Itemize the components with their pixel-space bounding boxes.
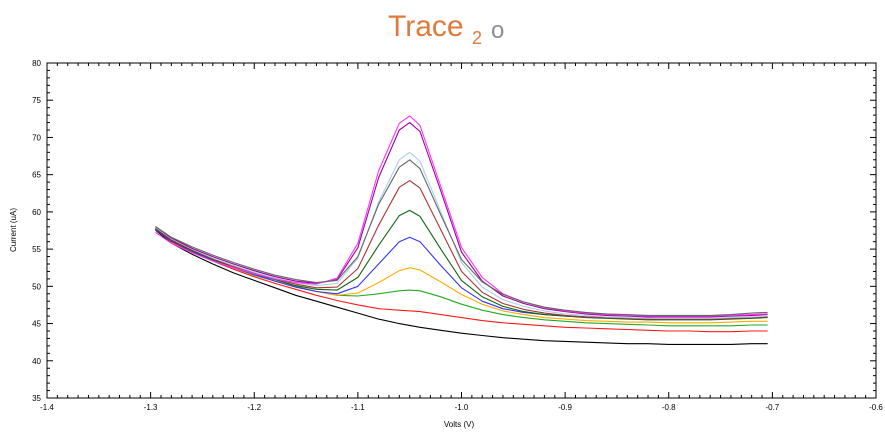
series-line-10 [155,115,768,317]
x-tick-label: -0.9 [558,403,572,412]
y-tick-label: 55 [32,245,41,254]
x-axis-ticks: -1.4 -1.3 -1.2 -1.1 -1.0 -0.9 -0.8 -0.7 -0.6 [40,63,883,412]
series-line-2 [155,229,768,333]
y-axis-ticks: 35 40 45 50 55 60 65 70 75 80 [32,59,876,403]
y-tick-label: 50 [32,282,41,291]
y-tick-label: 45 [32,320,41,329]
series-line-3 [155,228,768,327]
x-tick-label: -0.6 [869,403,883,412]
y-axis-title: Current (uA) [9,208,18,252]
x-tick-label: -0.8 [662,403,676,412]
series-line-9 [155,122,768,318]
x-tick-label: -1.3 [144,403,158,412]
y-tick-label: 65 [32,171,41,180]
x-axis-title: Volts (V) [444,420,475,429]
trace2o-logo: Trace 2 o [388,10,504,48]
y-tick-label: 70 [32,133,41,142]
series-line-11 [155,159,768,316]
y-tick-label: 75 [32,96,41,105]
y-tick-label: 60 [32,208,41,217]
plot-frame [46,62,877,399]
series-group [155,115,768,345]
series-line-4 [155,227,768,324]
plot-area-border [46,62,877,399]
y-tick-label: 40 [32,357,41,366]
series-line-1 [155,229,768,345]
y-tick-label: 80 [32,59,41,68]
x-tick-label: -1.4 [40,403,54,412]
logo-text-sub: 2 [472,28,482,48]
x-tick-label: -1.2 [247,403,261,412]
logo-text-main: Trace [388,10,464,43]
x-tick-label: -0.7 [765,403,779,412]
y-tick-label: 35 [32,394,41,403]
x-tick-label: -1.1 [351,403,365,412]
x-tick-label: -1.0 [455,403,469,412]
series-line-6 [155,209,768,321]
series-line-8 [155,151,768,319]
series-line-7 [155,180,768,320]
logo-text-tail: o [491,17,504,44]
